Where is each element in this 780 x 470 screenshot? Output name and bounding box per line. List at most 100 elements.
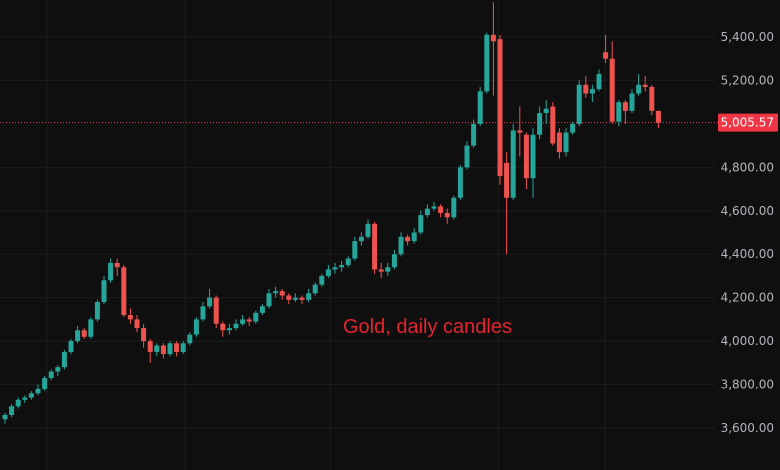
candle-up [636, 84, 642, 94]
candle-up [266, 293, 272, 307]
candle-down [556, 132, 562, 153]
last-price-badge [718, 113, 778, 132]
candle-down [497, 39, 503, 177]
candle-up [61, 351, 67, 368]
candle-up [563, 132, 569, 153]
candle-up [589, 89, 595, 94]
candle-down [655, 110, 661, 123]
candle-down [213, 297, 219, 324]
candle-up [616, 102, 622, 122]
candle-up [108, 262, 114, 281]
candles [2, 2, 661, 424]
candle-up [167, 343, 173, 355]
candle-up [101, 280, 107, 303]
candle-down [444, 212, 450, 218]
y-tick-label: 4,200.00 [721, 291, 774, 305]
candle-down [279, 291, 285, 296]
y-tick-label: 4,800.00 [721, 160, 774, 174]
candle-up [292, 297, 298, 300]
candle-up [576, 84, 582, 124]
candle-up [55, 367, 61, 372]
candle-up [510, 130, 516, 198]
y-tick-label: 4,600.00 [721, 204, 774, 218]
candle-down [603, 52, 609, 59]
candle-down [583, 84, 589, 94]
candle-up [543, 108, 549, 114]
candle-up [385, 267, 391, 272]
candle-down [160, 345, 166, 355]
candle-up [325, 269, 331, 276]
candle-down [286, 295, 292, 300]
candle-up [200, 306, 206, 320]
candle-down [517, 130, 523, 133]
candle-up [358, 236, 364, 242]
candle-up [207, 297, 213, 307]
candle-down [405, 236, 411, 242]
candle-up [253, 312, 259, 322]
candle-up [233, 323, 239, 329]
candle-up [411, 232, 417, 242]
candle-up [22, 397, 28, 400]
candle-down [220, 323, 226, 331]
candle-up [484, 34, 490, 92]
candle-up [48, 371, 54, 379]
candle-up [352, 241, 358, 259]
candle-up [391, 254, 397, 268]
chart-annotation: Gold, daily candles [343, 316, 512, 338]
candle-up [273, 291, 279, 294]
y-tick-label: 3,600.00 [721, 421, 774, 435]
candle-up [431, 206, 437, 209]
candle-down [141, 328, 147, 342]
candle-up [154, 345, 160, 352]
candle-down [372, 223, 378, 270]
price-axis[interactable]: 5,400.00 5,200.00 4,800.00 4,600.00 4,400.00… [718, 30, 778, 435]
candle-down [504, 162, 510, 198]
candle-down [299, 297, 305, 300]
candle-down [147, 341, 153, 352]
candle-up [451, 197, 457, 218]
candle-up [477, 91, 483, 124]
candle-up [94, 302, 100, 320]
candle-down [609, 58, 615, 122]
candle-up [596, 73, 602, 90]
candle-up [35, 388, 41, 394]
candle-down [649, 86, 655, 111]
candle-up [424, 208, 430, 216]
candle-down [622, 102, 628, 111]
candle-up [15, 399, 21, 407]
candle-up [457, 167, 463, 198]
last-price-label: 5,005.57 [721, 116, 774, 130]
candle-up [365, 223, 371, 237]
candle-up [537, 113, 543, 135]
candle-up [471, 123, 477, 146]
candle-up [240, 319, 246, 324]
y-tick-label: 5,200.00 [721, 73, 774, 87]
candle-up [75, 330, 81, 342]
candle-up [88, 319, 94, 337]
candle-down [114, 262, 120, 268]
candle-down [121, 267, 127, 316]
candle-up [339, 265, 345, 268]
y-tick-label: 4,000.00 [721, 334, 774, 348]
candle-up [398, 236, 404, 255]
candle-down [81, 330, 87, 337]
candle-down [378, 269, 384, 272]
candle-up [259, 306, 265, 313]
candle-up [180, 343, 186, 352]
candle-up [418, 215, 424, 233]
candle-up [306, 293, 312, 300]
y-tick-label: 4,400.00 [721, 247, 774, 261]
candle-up [464, 145, 470, 168]
candle-up [530, 134, 536, 179]
candle-down [134, 319, 140, 329]
candle-down [246, 319, 252, 322]
candle-up [9, 406, 15, 415]
candle-up [319, 275, 325, 285]
candle-up [68, 341, 74, 352]
candle-down [438, 206, 444, 213]
candle-down [174, 343, 180, 352]
candle-up [345, 258, 351, 266]
candle-up [332, 267, 338, 270]
candle-down [550, 106, 556, 144]
